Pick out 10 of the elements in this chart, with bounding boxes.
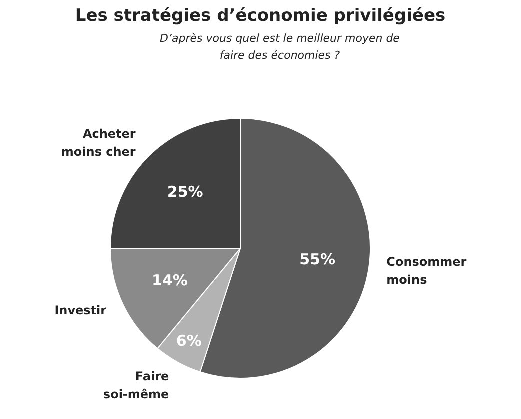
data-label: 55% xyxy=(300,250,336,269)
data-label: 25% xyxy=(167,183,204,202)
data-label: 6% xyxy=(176,332,202,350)
data-label: 14% xyxy=(152,272,188,290)
slice-label: Consommer moins xyxy=(386,254,467,287)
chart-subtitle: D’après vous quel est le meilleur moyen de faire des économies ? xyxy=(159,31,401,64)
slice-label: Acheter moins cher xyxy=(61,126,136,159)
chart-title: Les stratégies d’économie privilégiées xyxy=(74,6,447,26)
slice-label: Investir xyxy=(54,304,107,318)
slice-label: Faire soi-même xyxy=(103,369,170,402)
